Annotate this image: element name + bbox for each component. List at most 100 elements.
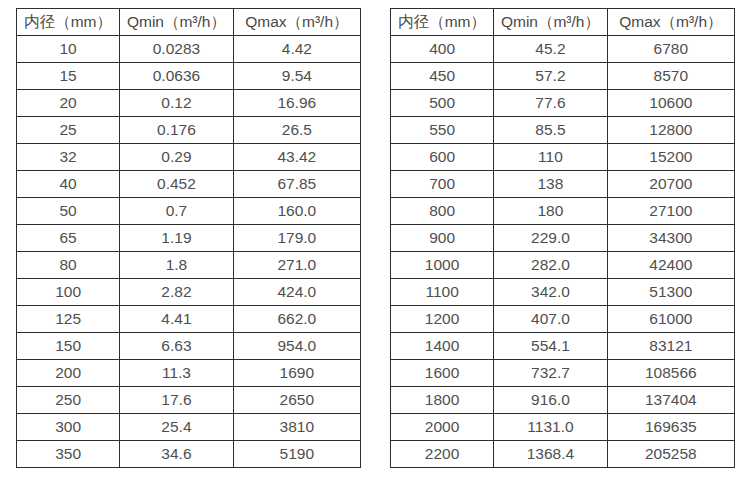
qmax-cell: 8570 [607, 63, 734, 90]
qmin-cell: 0.7 [120, 198, 234, 225]
qmax-column-header: Qmax（m³/h） [607, 9, 734, 36]
qmax-cell: 4.42 [233, 36, 360, 63]
table-row: 1506.63954.0 [17, 333, 361, 360]
qmax-cell: 3810 [233, 414, 360, 441]
diameter-cell: 10 [17, 36, 120, 63]
qmax-cell: 271.0 [233, 252, 360, 279]
qmax-cell: 2650 [233, 387, 360, 414]
table-row: 55085.512800 [391, 117, 735, 144]
qmin-column-header: Qmin（m³/h） [120, 9, 234, 36]
qmin-cell: 916.0 [494, 387, 608, 414]
qmin-cell: 0.176 [120, 117, 234, 144]
qmin-cell: 1.19 [120, 225, 234, 252]
flow-spec-tables-container: 内径（mm）Qmin（m³/h）Qmax（m³/h）100.02834.4215… [0, 0, 750, 468]
qmax-cell: 15200 [607, 144, 734, 171]
qmax-cell: 160.0 [233, 198, 360, 225]
diameter-cell: 600 [391, 144, 494, 171]
qmin-column-header: Qmin（m³/h） [494, 9, 608, 36]
qmin-cell: 1368.4 [494, 441, 608, 468]
qmin-cell: 11.3 [120, 360, 234, 387]
qmin-cell: 407.0 [494, 306, 608, 333]
diameter-cell: 1600 [391, 360, 494, 387]
qmax-cell: 9.54 [233, 63, 360, 90]
diameter-cell: 20 [17, 90, 120, 117]
table-row: 801.8271.0 [17, 252, 361, 279]
diameter-cell: 900 [391, 225, 494, 252]
table-row: 900229.034300 [391, 225, 735, 252]
qmax-cell: 83121 [607, 333, 734, 360]
qmin-cell: 6.63 [120, 333, 234, 360]
table-row: 1800916.0137404 [391, 387, 735, 414]
diameter-cell: 1400 [391, 333, 494, 360]
table-row: 20011.31690 [17, 360, 361, 387]
table-row: 1600732.7108566 [391, 360, 735, 387]
diameter-cell: 1100 [391, 279, 494, 306]
diameter-cell: 40 [17, 171, 120, 198]
qmin-cell: 180 [494, 198, 608, 225]
diameter-cell: 300 [17, 414, 120, 441]
qmin-cell: 85.5 [494, 117, 608, 144]
diameter-cell: 200 [17, 360, 120, 387]
qmax-cell: 137404 [607, 387, 734, 414]
qmax-cell: 26.5 [233, 117, 360, 144]
flow-spec-table-small-diameters: 内径（mm）Qmin（m³/h）Qmax（m³/h）100.02834.4215… [16, 8, 361, 468]
qmin-cell: 45.2 [494, 36, 608, 63]
diameter-cell: 150 [17, 333, 120, 360]
table-row: 150.06369.54 [17, 63, 361, 90]
qmin-cell: 1131.0 [494, 414, 608, 441]
qmin-cell: 1.8 [120, 252, 234, 279]
qmin-cell: 342.0 [494, 279, 608, 306]
diameter-cell: 25 [17, 117, 120, 144]
diameter-cell: 32 [17, 144, 120, 171]
table-row: 651.19179.0 [17, 225, 361, 252]
qmax-column-header: Qmax（m³/h） [233, 9, 360, 36]
table-row: 200.1216.96 [17, 90, 361, 117]
qmax-cell: 1690 [233, 360, 360, 387]
qmin-cell: 57.2 [494, 63, 608, 90]
qmax-cell: 424.0 [233, 279, 360, 306]
diameter-cell: 500 [391, 90, 494, 117]
qmax-cell: 67.85 [233, 171, 360, 198]
diameter-cell: 100 [17, 279, 120, 306]
qmin-cell: 110 [494, 144, 608, 171]
qmin-cell: 0.0283 [120, 36, 234, 63]
diameter-cell: 700 [391, 171, 494, 198]
qmin-cell: 138 [494, 171, 608, 198]
diameter-cell: 450 [391, 63, 494, 90]
qmax-cell: 662.0 [233, 306, 360, 333]
table-row: 320.2943.42 [17, 144, 361, 171]
table-row: 1254.41662.0 [17, 306, 361, 333]
qmin-cell: 34.6 [120, 441, 234, 468]
qmax-cell: 108566 [607, 360, 734, 387]
table-row: 40045.26780 [391, 36, 735, 63]
table-row: 50077.610600 [391, 90, 735, 117]
table-row: 22001368.4205258 [391, 441, 735, 468]
diameter-cell: 1200 [391, 306, 494, 333]
table-row: 100.02834.42 [17, 36, 361, 63]
table-row: 1002.82424.0 [17, 279, 361, 306]
header-row: 内径（mm）Qmin（m³/h）Qmax（m³/h） [17, 9, 361, 36]
table-row: 60011015200 [391, 144, 735, 171]
qmax-cell: 6780 [607, 36, 734, 63]
qmax-cell: 51300 [607, 279, 734, 306]
diameter-cell: 1000 [391, 252, 494, 279]
qmax-cell: 34300 [607, 225, 734, 252]
qmax-cell: 169635 [607, 414, 734, 441]
qmin-cell: 2.82 [120, 279, 234, 306]
qmin-cell: 282.0 [494, 252, 608, 279]
diameter-cell: 2200 [391, 441, 494, 468]
diameter-cell: 80 [17, 252, 120, 279]
table-row: 1200407.061000 [391, 306, 735, 333]
table-row: 80018027100 [391, 198, 735, 225]
diameter-column-header: 内径（mm） [391, 9, 494, 36]
table-row: 500.7160.0 [17, 198, 361, 225]
diameter-cell: 2000 [391, 414, 494, 441]
qmin-cell: 229.0 [494, 225, 608, 252]
qmin-cell: 4.41 [120, 306, 234, 333]
qmax-cell: 954.0 [233, 333, 360, 360]
diameter-column-header: 内径（mm） [17, 9, 120, 36]
diameter-cell: 65 [17, 225, 120, 252]
diameter-cell: 250 [17, 387, 120, 414]
flow-spec-table-large-diameters: 内径（mm）Qmin（m³/h）Qmax（m³/h）40045.26780450… [390, 8, 735, 468]
qmin-cell: 554.1 [494, 333, 608, 360]
